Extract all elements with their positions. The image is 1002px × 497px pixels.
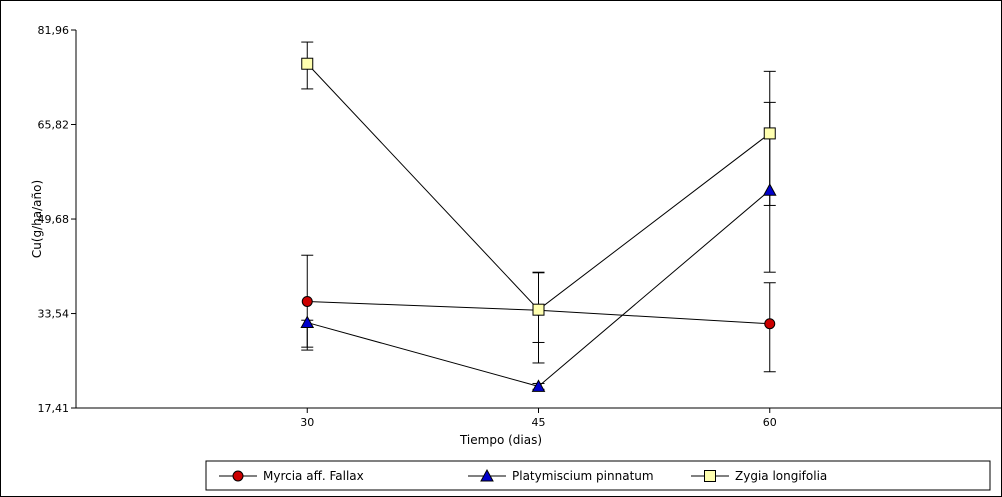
data-point <box>531 379 546 392</box>
data-point <box>300 315 315 329</box>
y-tick-label: 65,82 <box>38 119 70 132</box>
legend-label: Zygia longifolia <box>735 469 827 483</box>
y-ticks: 17,41 33,54 49,68 65,82 81,96 <box>38 24 76 415</box>
y-tick-label: 49,68 <box>38 213 70 226</box>
data-point <box>301 295 313 307</box>
data-point <box>763 127 776 140</box>
markers <box>300 57 777 392</box>
legend-label: Platymiscium pinnatum <box>512 469 654 483</box>
legend-label: Myrcia aff. Fallax <box>263 469 364 483</box>
x-tick-label: 60 <box>763 416 777 429</box>
legend-marker <box>704 470 716 482</box>
y-tick-label: 17,41 <box>38 402 70 415</box>
y-tick-label: 81,96 <box>38 24 70 37</box>
legend-items: Myrcia aff. Fallax Platymiscium pinnatum Z… <box>219 468 827 483</box>
legend-marker <box>232 470 244 482</box>
data-point <box>762 183 777 196</box>
x-ticks: 30 45 60 <box>300 408 777 429</box>
data-point <box>532 303 545 316</box>
error-bars <box>301 41 776 390</box>
legend-marker <box>480 468 494 482</box>
y-tick-label: 33,54 <box>38 308 70 321</box>
legend: Myrcia aff. Fallax Platymiscium pinnatum Z… <box>205 460 991 491</box>
legend-box <box>205 460 991 491</box>
data-point <box>301 57 314 70</box>
x-tick-label: 45 <box>532 416 546 429</box>
data-point <box>764 318 776 330</box>
x-tick-label: 30 <box>300 416 314 429</box>
y-axis-title: Cu(g/ha/año) <box>30 180 44 258</box>
x-axis-title: Tiempo (dias) <box>459 433 542 447</box>
